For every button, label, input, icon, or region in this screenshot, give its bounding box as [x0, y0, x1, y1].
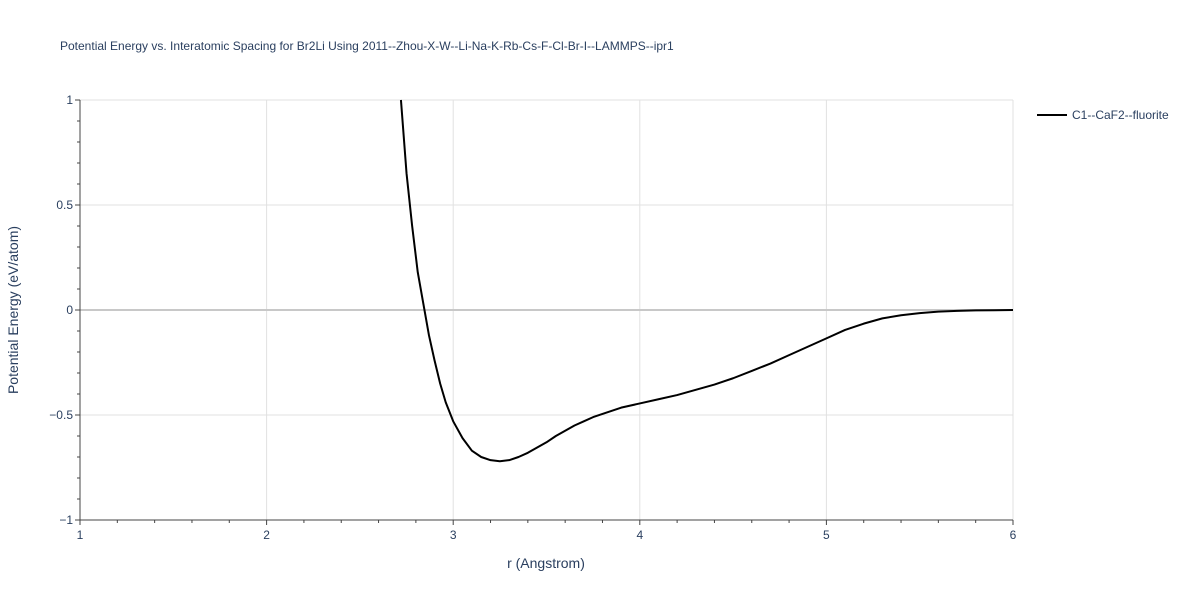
- grid-layer: [80, 99, 1014, 520]
- ticks-layer: 1 2 3 4 5 6 −1 −0.5 0 0.5 1: [49, 93, 1016, 542]
- y-tick-label: 0: [66, 303, 73, 317]
- x-tick-label: 2: [263, 528, 270, 542]
- y-tick-label: 0.5: [56, 198, 73, 212]
- x-tick-label: 4: [636, 528, 643, 542]
- chart-title: Potential Energy vs. Interatomic Spacing…: [60, 39, 674, 53]
- legend-label: C1--CaF2--fluorite: [1072, 108, 1169, 122]
- series-line: [399, 99, 1014, 463]
- x-tick-label: 5: [823, 528, 830, 542]
- y-tick-label: 1: [66, 93, 73, 107]
- series-layer: [399, 99, 1014, 463]
- x-tick-label: 6: [1010, 528, 1017, 542]
- y-tick-label: −1: [59, 513, 73, 527]
- y-axis-title: Potential Energy (eV/atom): [5, 226, 21, 394]
- x-tick-label: 3: [450, 528, 457, 542]
- y-tick-label: −0.5: [49, 408, 73, 422]
- legend[interactable]: C1--CaF2--fluorite: [1037, 108, 1169, 122]
- x-tick-label: 1: [77, 528, 84, 542]
- x-axis-title: r (Angstrom): [507, 555, 585, 571]
- axes-layer: [75, 99, 1014, 525]
